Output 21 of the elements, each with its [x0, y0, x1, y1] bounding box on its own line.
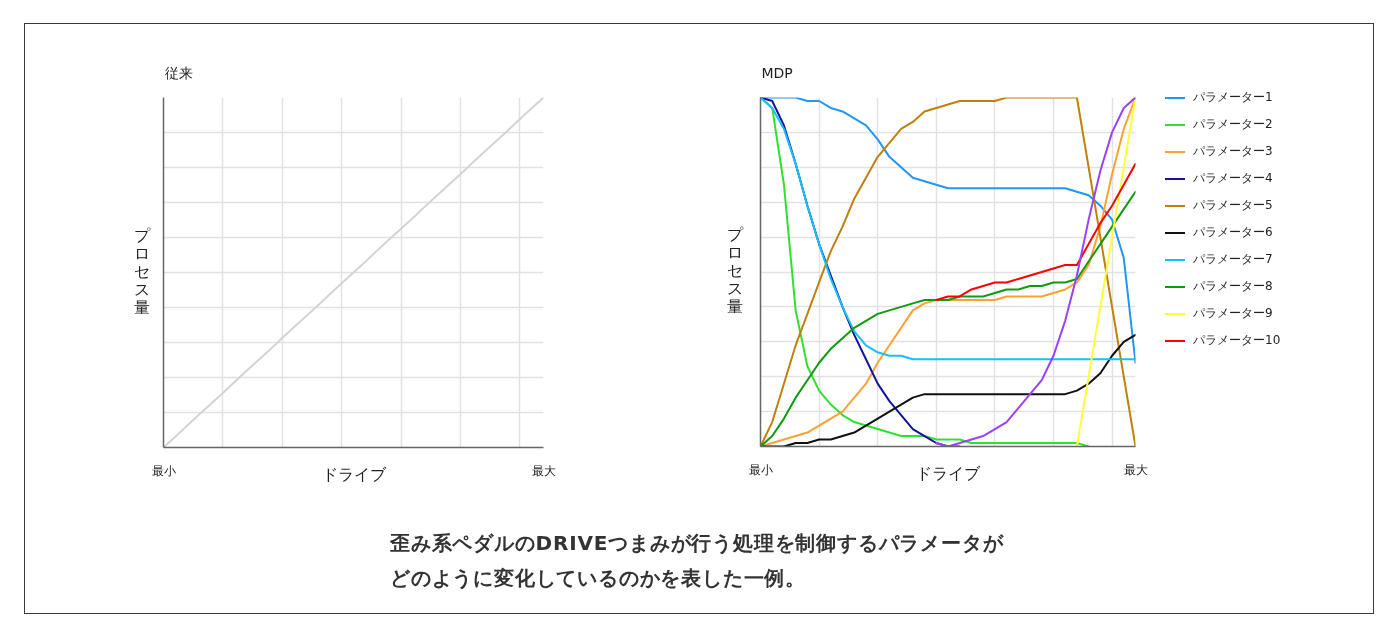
legend-label: パラメーター5 [1193, 196, 1273, 214]
chart-title: MDP [761, 64, 793, 81]
y-axis-title: プロセス量 [726, 225, 744, 316]
x-axis-title: ドライブ [916, 463, 981, 483]
x-tick-label: 最小 [748, 462, 773, 477]
x-axis-title: ドライブ [321, 464, 387, 484]
x-tick-label: 最大 [531, 463, 556, 478]
legend-label: パラメーター7 [1193, 250, 1273, 268]
text: 歪み系ペダルのDRIVEつまみが行う処理を制御するパラメータがどのように変化しているのかを表した一例。 [390, 530, 1005, 592]
chart-title: 従来 [164, 64, 193, 81]
legend-label: パラメーター8 [1193, 277, 1273, 295]
y-axis-title: プロセス量 [133, 226, 151, 317]
legend-label: パラメーター1 [1193, 88, 1273, 106]
legend-label: パラメーター9 [1193, 304, 1273, 322]
legend-label: パラメーター10 [1193, 331, 1281, 349]
legend-label: パラメーター4 [1193, 169, 1273, 187]
legend-label: パラメーター2 [1193, 115, 1273, 133]
legend-label: パラメーター6 [1193, 223, 1273, 241]
x-tick-label: 最小 [151, 463, 176, 478]
legend-label: パラメーター3 [1193, 142, 1273, 160]
x-tick-label: 最大 [1123, 462, 1148, 477]
